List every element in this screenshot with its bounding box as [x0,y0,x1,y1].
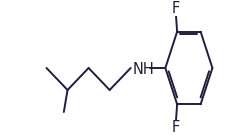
Text: F: F [172,120,180,135]
Text: F: F [172,1,180,16]
Text: NH: NH [132,62,154,77]
